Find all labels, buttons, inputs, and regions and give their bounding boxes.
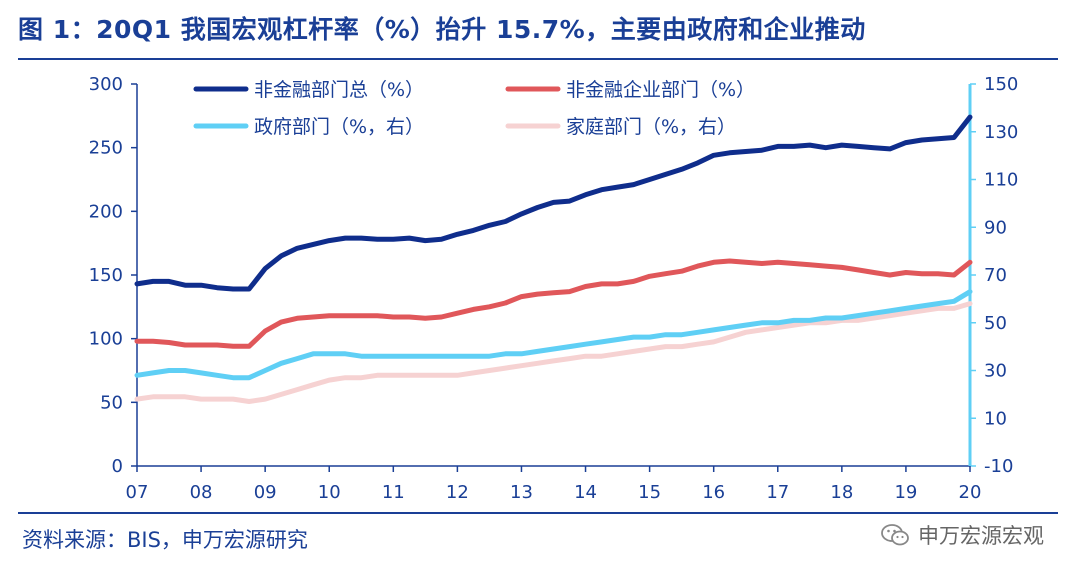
left-tick-label: 0 xyxy=(112,456,123,477)
x-tick-label: 18 xyxy=(830,482,853,503)
x-tick-label: 12 xyxy=(446,482,469,503)
x-tick-label: 07 xyxy=(126,482,149,503)
source-note: 资料来源：BIS，申万宏源研究 xyxy=(22,528,308,552)
x-tick-label: 15 xyxy=(638,482,661,503)
chart-title: 图 1：20Q1 我国宏观杠杆率（%）抬升 15.7%，主要由政府和企业推动 xyxy=(18,15,866,44)
right-tick-label: 90 xyxy=(984,217,1007,238)
series-line-3 xyxy=(134,301,973,404)
x-tick-label: 17 xyxy=(766,482,789,503)
legend-label: 非金融企业部门（%） xyxy=(566,79,755,101)
right-tick-label: 130 xyxy=(984,122,1018,143)
title-divider xyxy=(18,58,1058,60)
right-tick-label: 110 xyxy=(984,170,1018,191)
left-tick-label: 100 xyxy=(89,329,123,350)
x-tick-label: 16 xyxy=(702,482,725,503)
watermark: 申万宏源宏观 xyxy=(880,520,1044,550)
left-tick-label: 250 xyxy=(89,138,123,159)
right-tick-label: -10 xyxy=(984,456,1013,477)
series-line-1 xyxy=(134,258,973,349)
x-tick-label: 19 xyxy=(894,482,917,503)
series-line-0 xyxy=(134,114,973,292)
series-line-2 xyxy=(134,289,973,381)
legend-label: 家庭部门（%，右） xyxy=(566,116,736,138)
legend-label: 非金融部门总（%） xyxy=(254,79,424,101)
right-tick-label: 50 xyxy=(984,313,1007,334)
left-tick-label: 50 xyxy=(100,392,123,413)
footer-divider xyxy=(18,512,1058,514)
x-tick-label: 11 xyxy=(382,482,405,503)
x-tick-label: 20 xyxy=(959,482,982,503)
left-tick-label: 200 xyxy=(89,201,123,222)
x-tick-label: 10 xyxy=(318,482,341,503)
right-tick-label: 10 xyxy=(984,408,1007,429)
left-tick-label: 300 xyxy=(89,74,123,95)
right-tick-label: 150 xyxy=(984,74,1018,95)
right-tick-label: 70 xyxy=(984,265,1007,286)
watermark-text: 申万宏源宏观 xyxy=(918,524,1044,548)
x-tick-label: 08 xyxy=(190,482,213,503)
right-tick-label: 30 xyxy=(984,361,1007,382)
chart-area: 050100150200250300-101030507090110130150… xyxy=(89,74,1019,503)
left-tick-label: 150 xyxy=(89,265,123,286)
legend-label: 政府部门（%，右） xyxy=(254,116,424,138)
x-tick-label: 09 xyxy=(254,482,277,503)
wechat-icon xyxy=(881,524,909,546)
x-tick-label: 14 xyxy=(574,482,597,503)
x-tick-label: 13 xyxy=(510,482,533,503)
